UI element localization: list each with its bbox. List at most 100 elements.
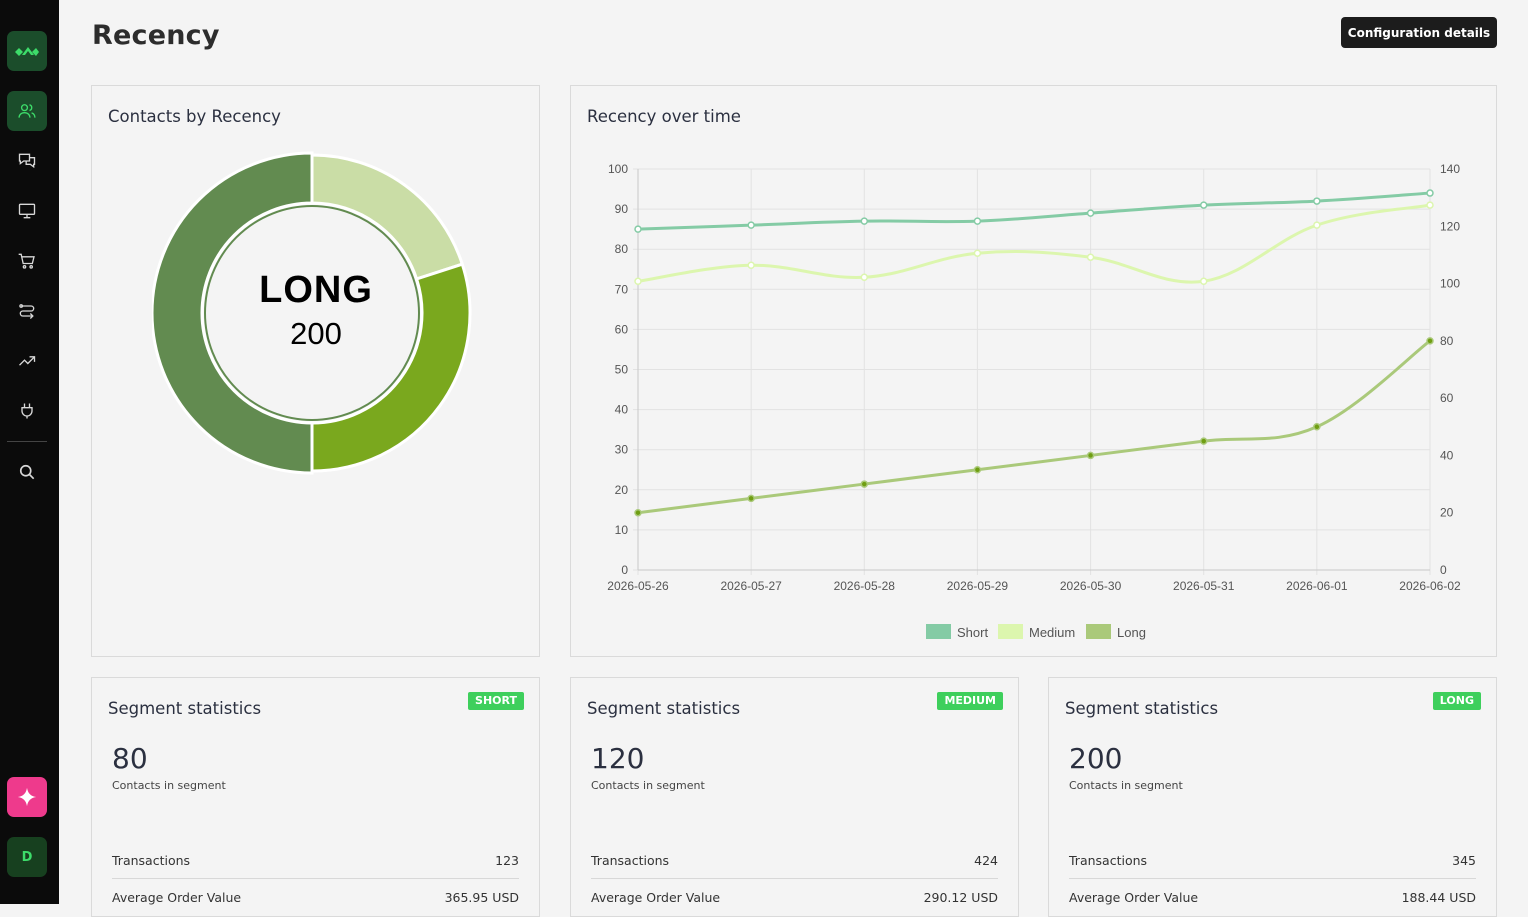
data-point-medium[interactable] — [747, 261, 755, 269]
transactions-value: 345 — [1452, 853, 1476, 868]
sidebar-item-commerce[interactable] — [7, 241, 47, 281]
data-point-short[interactable] — [1426, 189, 1434, 197]
data-point-long[interactable] — [1086, 451, 1095, 460]
aov-label: Average Order Value — [112, 889, 242, 905]
legend-swatch-long[interactable] — [1086, 624, 1111, 639]
sidebar-divider — [7, 441, 47, 442]
series-line-medium — [637, 203, 1431, 284]
y-left-tick: 50 — [615, 363, 629, 377]
series-line-long — [637, 339, 1431, 515]
y-left-tick: 30 — [615, 443, 629, 457]
y-right-tick: 40 — [1440, 448, 1454, 462]
x-tick: 2026-05-28 — [834, 579, 896, 593]
segment-title: Segment statistics — [108, 699, 262, 718]
x-tick: 2026-05-29 — [947, 579, 1009, 593]
data-point-medium[interactable] — [1313, 221, 1321, 229]
aov-label: Average Order Value — [1069, 889, 1199, 905]
y-right-tick: 0 — [1440, 563, 1447, 577]
data-point-medium[interactable] — [1426, 201, 1434, 209]
data-point-long[interactable] — [1199, 437, 1208, 445]
sidebar-item-analytics[interactable] — [7, 341, 47, 381]
data-point-long[interactable] — [1313, 423, 1321, 431]
segment-card-medium: Segment statistics MEDIUM 120 Contacts i… — [570, 677, 1019, 917]
legend-label-long[interactable]: Long — [1117, 625, 1146, 640]
x-tick: 2026-05-31 — [1173, 579, 1235, 593]
segment-title: Segment statistics — [587, 699, 741, 718]
card-title: Recency over time — [587, 107, 741, 126]
segment-count: 200 — [1069, 742, 1123, 775]
y-left-tick: 20 — [615, 483, 629, 497]
aov-value: 188.44 USD — [1401, 889, 1476, 905]
aov-value: 365.95 USD — [444, 889, 519, 905]
sidebar-item-messages[interactable] — [7, 141, 47, 181]
recency-over-time-card: Recency over time 100 90 80 70 60 50 40 30 20 10 0… — [570, 85, 1497, 657]
donut-slice-long[interactable] — [152, 151, 314, 475]
y-left-tick: 10 — [615, 523, 629, 537]
user-avatar[interactable]: D — [7, 837, 47, 877]
y-left-tick: 0 — [621, 563, 628, 577]
legend-swatch-medium[interactable] — [998, 624, 1023, 639]
donut-slice-short[interactable] — [310, 153, 465, 281]
data-point-medium[interactable] — [860, 273, 869, 282]
data-point-medium[interactable] — [973, 249, 982, 257]
y-left-tick: 100 — [608, 162, 628, 176]
card-title: Contacts by Recency — [108, 107, 281, 126]
data-point-short[interactable] — [747, 221, 755, 229]
transactions-label: Transactions — [591, 853, 670, 868]
transactions-row: Transactions 123 — [112, 843, 519, 879]
sidebar-item-display[interactable] — [7, 191, 47, 231]
app-logo[interactable] — [7, 31, 47, 71]
trend-icon — [19, 356, 36, 366]
transactions-value: 123 — [495, 853, 519, 868]
data-point-short[interactable] — [973, 217, 982, 225]
segment-count: 80 — [112, 742, 148, 775]
aov-row: Average Order Value 188.44 USD — [1069, 879, 1476, 915]
segment-title: Segment statistics — [1065, 699, 1219, 718]
donut-slice-medium[interactable] — [310, 262, 472, 473]
data-point-medium[interactable] — [1199, 277, 1208, 286]
data-point-long[interactable] — [1426, 337, 1434, 345]
segment-count-label: Contacts in segment — [591, 779, 705, 792]
sidebar-item-automations[interactable] — [7, 291, 47, 331]
sidebar: D — [0, 0, 59, 904]
legend-label-short[interactable]: Short — [957, 625, 988, 640]
transactions-label: Transactions — [112, 853, 191, 868]
data-point-short[interactable] — [1313, 197, 1321, 205]
ai-assistant-button[interactable] — [7, 777, 47, 817]
monitor-icon — [18, 203, 36, 219]
y-left-tick: 40 — [615, 403, 629, 417]
donut-chart — [152, 151, 472, 475]
data-point-long[interactable] — [634, 508, 642, 517]
donut-center-label: LONG — [259, 269, 373, 311]
data-point-medium[interactable] — [1086, 253, 1095, 261]
y-left-tick: 80 — [615, 242, 629, 256]
x-tick: 2026-05-30 — [1060, 579, 1122, 593]
segment-badge: SHORT — [468, 692, 524, 710]
legend-label-medium[interactable]: Medium — [1029, 625, 1075, 640]
x-tick: 2026-06-02 — [1399, 579, 1461, 593]
sidebar-item-search[interactable] — [7, 452, 47, 492]
segment-count-label: Contacts in segment — [1069, 779, 1183, 792]
y-right-tick: 100 — [1440, 277, 1460, 291]
data-point-long[interactable] — [973, 466, 982, 474]
y-right-tick: 140 — [1440, 162, 1460, 176]
donut-center-value: 200 — [290, 316, 342, 351]
sidebar-item-contacts[interactable] — [7, 91, 47, 131]
cart-icon — [18, 253, 35, 269]
legend-swatch-short[interactable] — [926, 624, 951, 639]
data-point-long[interactable] — [747, 494, 755, 503]
data-point-short[interactable] — [860, 217, 869, 225]
transactions-row: Transactions 345 — [1069, 843, 1476, 879]
y-right-tick: 120 — [1440, 219, 1460, 233]
data-point-short[interactable] — [634, 225, 642, 233]
data-point-short[interactable] — [1086, 209, 1095, 217]
y-left-tick: 70 — [615, 282, 629, 296]
users-icon — [18, 104, 36, 118]
configuration-details-button[interactable]: Configuration details — [1341, 17, 1497, 48]
data-point-long[interactable] — [860, 480, 869, 488]
sparkle-icon — [17, 787, 37, 807]
sidebar-item-integrations[interactable] — [7, 391, 47, 431]
x-tick: 2026-05-27 — [720, 579, 782, 593]
data-point-medium[interactable] — [634, 277, 642, 286]
data-point-short[interactable] — [1199, 201, 1208, 209]
